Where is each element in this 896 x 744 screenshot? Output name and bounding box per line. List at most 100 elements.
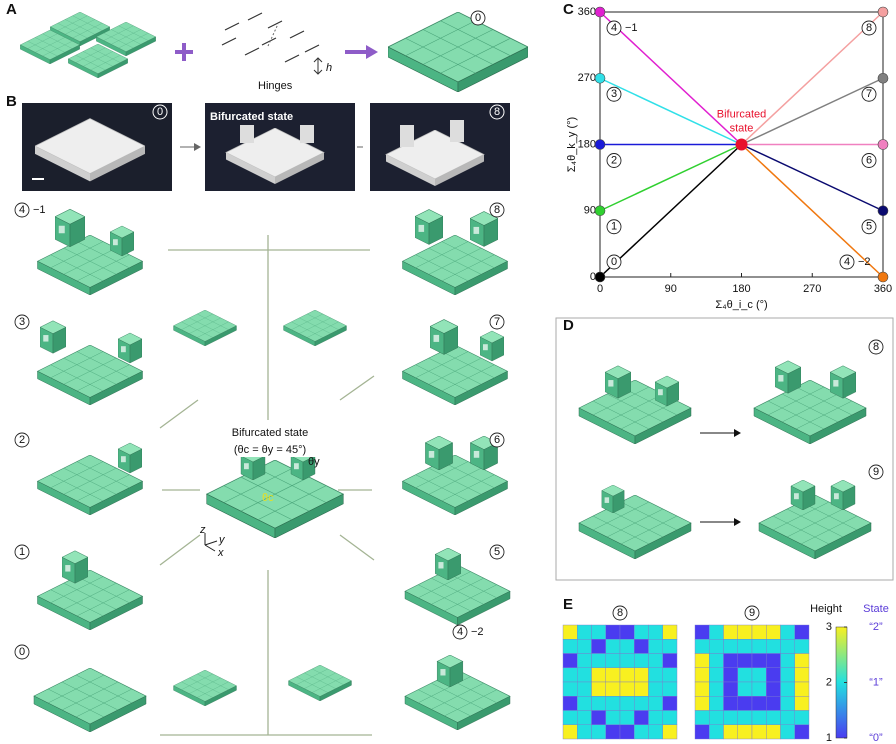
heatmap-cell — [648, 624, 663, 640]
hinge-height-label: h — [326, 62, 332, 74]
heatmap-cell — [662, 624, 678, 640]
panel-label: D — [563, 317, 574, 334]
heatmap-cell — [577, 681, 592, 697]
heatmap-cell — [648, 667, 663, 683]
state-circle — [861, 86, 877, 102]
x-tick-label: 0 — [597, 283, 603, 295]
state-circle — [606, 219, 622, 235]
state-label: 1 — [19, 546, 25, 558]
heatmap-cell — [766, 696, 781, 711]
state-circle — [606, 20, 622, 36]
series-point — [877, 205, 889, 217]
axis-label: y — [218, 534, 226, 546]
heatmap-cell — [634, 639, 649, 654]
heatmap-cell — [634, 696, 649, 711]
state-circle — [489, 202, 505, 218]
heatmap-cell — [577, 710, 592, 725]
heatmap-cell — [709, 696, 724, 711]
y-tick-label: 360 — [578, 6, 596, 18]
heatmap-cell — [619, 653, 635, 668]
panel-label: E — [563, 596, 573, 613]
series-line — [599, 143, 743, 278]
heatmap-cell — [591, 681, 606, 697]
heatmap-cell — [619, 681, 635, 697]
y-tick-label: 180 — [578, 138, 596, 150]
heatmap-cell — [723, 710, 738, 725]
heatmap-cell — [751, 667, 767, 683]
series-line — [599, 11, 743, 146]
panel-d: 8 9 — [555, 317, 894, 581]
heatmap-cell — [780, 681, 795, 697]
heatmap-cell — [662, 667, 678, 683]
bifurcation-point — [735, 138, 748, 151]
state-label: 8 — [494, 204, 500, 216]
heatmap-cell — [723, 724, 738, 740]
heatmap-cell — [562, 653, 578, 668]
photo-caption: Bifurcated state — [210, 111, 293, 123]
heatmap-cell — [766, 681, 781, 697]
state-label: 2 — [19, 434, 25, 446]
heatmap-cell — [591, 624, 606, 640]
heatmap-cell — [605, 681, 621, 697]
heatmap-cell — [794, 624, 810, 640]
heatmap-cell — [694, 681, 710, 697]
heatmap-cell — [591, 653, 606, 668]
heatmap-cell — [634, 667, 649, 683]
heatmap-cell — [709, 639, 724, 654]
heatmap-cell — [562, 667, 578, 683]
heatmap-cell — [577, 724, 592, 740]
heatmap-cell — [794, 696, 810, 711]
heatmap-cell — [766, 667, 781, 683]
heatmap-cell — [723, 681, 738, 697]
heatmap-cell — [662, 710, 678, 725]
heatmap-cell — [766, 639, 781, 654]
heatmap-cell — [709, 667, 724, 683]
heatmap-cell — [648, 639, 663, 654]
heatmap-cell — [605, 696, 621, 711]
series-line — [741, 77, 884, 146]
heatmap-cell — [577, 653, 592, 668]
angle-label: θy — [308, 456, 320, 468]
heatmap-cell — [562, 681, 578, 697]
heatmap-cell — [751, 724, 767, 740]
heatmap-cell — [709, 710, 724, 725]
state-tick-label: “1” — [869, 676, 883, 688]
x-axis-label: Σ₄θ_i_c (°) — [715, 299, 767, 311]
heatmap-cell — [780, 724, 795, 740]
heatmap-cell — [751, 639, 767, 654]
heatmap-cell — [648, 724, 663, 740]
heatmap-cell — [648, 710, 663, 725]
state-tick-label: “2” — [869, 621, 883, 633]
state-label: 0 — [475, 12, 481, 24]
heatmap-cell — [751, 710, 767, 725]
heatmap-cell — [737, 624, 753, 640]
panel-label: B — [6, 93, 17, 110]
photo-state: 8 — [494, 106, 500, 118]
state-label: 5 — [866, 221, 872, 233]
heatmap-cell — [723, 696, 738, 711]
state-label: 6 — [494, 434, 500, 446]
heatmap-cell — [737, 696, 753, 711]
heatmap-cell — [577, 624, 592, 640]
heatmap-cell — [562, 724, 578, 740]
panel-label: A — [6, 1, 17, 18]
y-axis-label: Σ₄θ_k_y (°) — [566, 117, 578, 172]
series-line — [599, 143, 742, 212]
heatmap-cell — [662, 681, 678, 697]
heatmap-cell — [605, 624, 621, 640]
colorbar-tick-label: 1 — [826, 732, 832, 744]
state-circle — [606, 86, 622, 102]
state-circle — [861, 20, 877, 36]
heatmap-cell — [780, 624, 795, 640]
heatmap-cell — [737, 710, 753, 725]
heatmap-cell — [562, 710, 578, 725]
state-circle — [861, 153, 877, 168]
state-label: 7 — [494, 316, 500, 328]
heatmap-cell — [605, 639, 621, 654]
heatmap-cell — [648, 681, 663, 697]
heatmap-cell — [591, 696, 606, 711]
center-title: Bifurcated state — [232, 427, 308, 439]
state-label: 0 — [19, 646, 25, 658]
series-point — [877, 72, 889, 84]
heatmap-cell — [723, 653, 738, 668]
